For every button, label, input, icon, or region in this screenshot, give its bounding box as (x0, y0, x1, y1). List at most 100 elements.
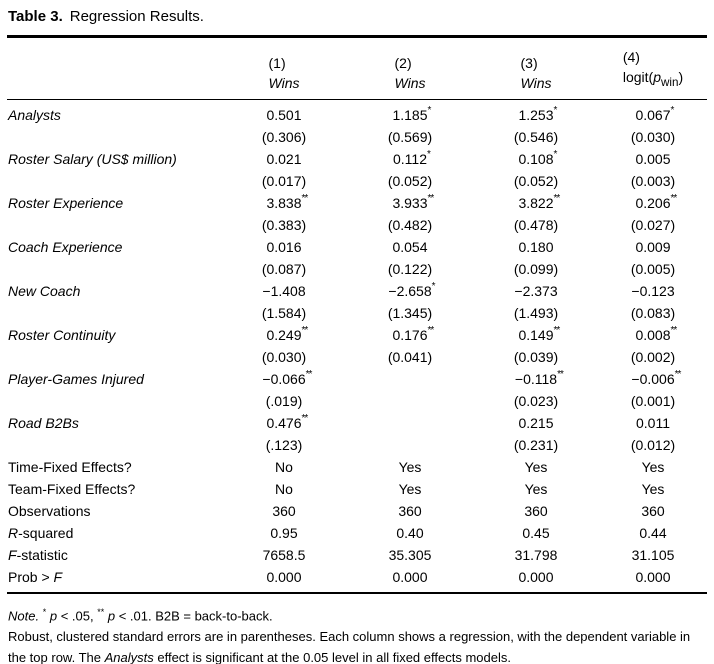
row-label: Player-Games Injured (7, 368, 221, 390)
summary-cell: No (275, 458, 293, 475)
significance-star: ** (97, 606, 105, 617)
coefficient-number: 3.838 (266, 194, 302, 211)
coefficient-value: 0.009 (635, 236, 670, 258)
text-segment: Observations (8, 502, 91, 519)
coefficient-value: 0.067 * (635, 104, 674, 126)
summary-row: Observations 360 360 360 360 (7, 500, 707, 522)
significance-stars: ** (670, 192, 678, 204)
text-segment: Roster Continuity (8, 326, 116, 343)
coefficient-number: 0.009 (635, 238, 671, 255)
text-segment: win (660, 75, 679, 89)
row-label: Roster Salary (US$ million) (7, 148, 221, 170)
coefficient-cell: 0.009 (599, 236, 707, 258)
standard-error-cell: (0.306) (261, 128, 307, 145)
coefficient-value: 0.005 (635, 148, 670, 170)
coefficient-value: −0.066 ** (262, 368, 312, 390)
significance-stars: * (553, 104, 558, 116)
text-segment: p (49, 608, 58, 624)
standard-error-cell: (0.023) (513, 392, 559, 409)
coefficient-value: 1.253 * (518, 104, 557, 126)
coefficient-row: Roster Salary (US$ million) 0.021 0.112 * 0.… (7, 148, 707, 170)
coefficient-row: Roster Continuity 0.249 ** 0.176 ** 0.149 ** 0.… (7, 324, 707, 346)
text-segment: p (107, 608, 116, 624)
coefficient-cell: 0.176 ** (347, 324, 473, 346)
coefficient-cell: 0.054 (347, 236, 473, 258)
row-label: R-squared (7, 522, 221, 544)
summary-row: Team-Fixed Effects? No Yes Yes Yes (7, 478, 707, 500)
column-header-block: (2) Wins (395, 53, 426, 93)
coefficient-value: 0.180 (518, 236, 553, 258)
regression-table: (1) Wins (2) Wins (3) Wins (4) logit(pwin) Anal… (7, 35, 707, 594)
summary-cell: 31.798 (514, 546, 558, 563)
summary-row: Prob > F 0.000 0.000 0.000 0.000 (7, 566, 707, 593)
summary-cell: 31.105 (631, 546, 675, 563)
coefficient-number: 1.253 (518, 106, 554, 123)
coefficient-cell: 0.021 (221, 148, 347, 170)
table-number: Table 3. (8, 8, 63, 25)
coefficient-value: 0.149 ** (518, 324, 560, 346)
summary-cell: 0.44 (639, 524, 667, 541)
text-segment: R (8, 524, 19, 541)
standard-error-row: (1.584) (1.345) (1.493) (0.083) (7, 302, 707, 324)
coefficient-row: Coach Experience 0.016 0.054 0.180 0.009 (7, 236, 707, 258)
summary-cell: 0.40 (396, 524, 424, 541)
coefficient-value: 0.016 (266, 236, 301, 258)
column-header-block: (3) Wins (521, 53, 552, 93)
coefficient-cell: −2.658 * (347, 280, 473, 302)
coefficient-number: −1.408 (262, 282, 306, 299)
coefficient-value: 0.008 ** (635, 324, 677, 346)
summary-cell: 0.000 (392, 568, 428, 585)
coefficient-value: 3.822 ** (518, 192, 560, 214)
dependent-variable: Wins (521, 73, 552, 93)
column-header-1: (1) Wins (221, 36, 347, 100)
text-segment: Note. (8, 608, 40, 624)
standard-error-cell: (0.005) (630, 260, 676, 277)
text-segment: Wins (268, 74, 300, 91)
standard-error-cell: (1.493) (513, 304, 559, 321)
text-segment: Analysts (8, 106, 61, 123)
coefficient-cell: 1.253 * (473, 99, 599, 126)
row-label-spacer (7, 126, 221, 148)
coefficient-cell: 0.501 (221, 99, 347, 126)
summary-cell: 360 (641, 502, 665, 519)
text-segment: Robust, clustered standard errors are in… (8, 629, 691, 664)
standard-error-cell: (0.482) (387, 216, 433, 233)
standard-error-row: (0.383) (0.482) (0.478) (0.027) (7, 214, 707, 236)
coefficient-cell: 0.005 (599, 148, 707, 170)
significance-stars: ** (553, 324, 561, 336)
summary-cell: Yes (641, 458, 665, 475)
summary-cell: 0.000 (266, 568, 302, 585)
text-segment: Wins (520, 74, 552, 91)
coefficient-number: 0.249 (266, 326, 302, 343)
row-label: Time-Fixed Effects? (7, 456, 221, 478)
coefficient-cell: 3.822 ** (473, 192, 599, 214)
row-label: Roster Experience (7, 192, 221, 214)
row-label: Road B2Bs (7, 412, 221, 434)
coefficient-number: 0.016 (266, 238, 302, 255)
summary-cell: 35.305 (388, 546, 432, 563)
coefficient-value: 3.933 ** (392, 192, 434, 214)
column-header-4: (4) logit(pwin) (599, 36, 707, 100)
standard-error-row: (0.306) (0.569) (0.546) (0.030) (7, 126, 707, 148)
summary-cell: Yes (524, 480, 548, 497)
header-spacer-cell (7, 36, 221, 100)
coefficient-value: 1.185 * (392, 104, 431, 126)
coefficient-value: −2.658 * (388, 280, 435, 302)
coefficient-value: 0.476 ** (266, 412, 308, 434)
summary-cell: 0.000 (518, 568, 554, 585)
text-segment: ) (678, 69, 684, 85)
coefficient-cell: 0.149 ** (473, 324, 599, 346)
column-header-block: (4) logit(pwin) (623, 47, 683, 93)
coefficient-number: 3.933 (392, 194, 428, 211)
coefficient-cell: 0.112 * (347, 148, 473, 170)
coefficient-cell: −0.006 ** (599, 368, 707, 390)
significance-stars: ** (301, 324, 309, 336)
coefficient-number: 0.176 (392, 326, 428, 343)
row-label-spacer (7, 170, 221, 192)
text-segment: Coach Experience (8, 238, 123, 255)
row-label: Prob > F (7, 566, 221, 593)
coefficient-cell: −1.408 (221, 280, 347, 302)
summary-cell: 0.45 (522, 524, 550, 541)
significance-stars: * (553, 148, 558, 160)
